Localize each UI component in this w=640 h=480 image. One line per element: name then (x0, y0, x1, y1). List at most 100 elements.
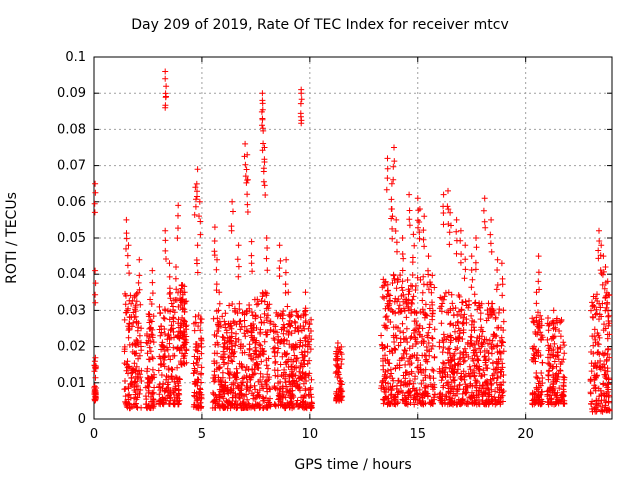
data-point (486, 400, 493, 407)
data-point (92, 393, 99, 399)
data-point (91, 387, 98, 394)
data-point (237, 318, 244, 325)
data-point (385, 380, 392, 387)
data-point (384, 287, 391, 294)
data-point (558, 316, 565, 323)
data-point (160, 314, 167, 321)
data-point (483, 379, 490, 386)
data-point (251, 382, 258, 389)
data-point (445, 379, 452, 386)
data-point (494, 349, 501, 356)
data-point (302, 385, 309, 392)
data-point (225, 398, 232, 405)
data-point (429, 316, 436, 323)
data-point (266, 374, 273, 381)
data-point (261, 338, 268, 345)
data-point (243, 372, 250, 379)
data-point (248, 329, 255, 336)
data-point (214, 315, 221, 322)
data-point (384, 155, 391, 162)
data-point (388, 206, 395, 212)
data-point (492, 388, 499, 395)
data-point (383, 385, 390, 392)
data-point (449, 401, 456, 408)
data-point (406, 216, 413, 223)
data-point (232, 335, 239, 342)
data-point (225, 320, 232, 327)
data-point (400, 255, 407, 262)
data-point (445, 309, 452, 316)
data-point (334, 355, 341, 362)
data-point (196, 394, 203, 401)
data-point (605, 399, 612, 406)
data-point (297, 314, 304, 321)
data-point (226, 334, 233, 341)
data-point (126, 320, 133, 327)
data-point (291, 318, 298, 325)
data-point (283, 383, 290, 390)
data-point (235, 263, 242, 270)
data-point (438, 377, 445, 384)
data-point (385, 316, 391, 323)
y-tick-label: 0 (78, 412, 86, 427)
data-point (190, 370, 197, 377)
data-point (217, 388, 224, 395)
data-point (406, 288, 413, 295)
data-point (241, 393, 248, 399)
data-point (220, 348, 227, 355)
y-tick-label: 0.01 (57, 376, 86, 391)
data-point (125, 327, 132, 334)
data-point (124, 252, 131, 259)
data-point (150, 389, 157, 396)
data-point (308, 316, 315, 323)
data-point (212, 392, 219, 399)
data-point (391, 346, 398, 353)
data-point (603, 356, 610, 363)
data-point (133, 337, 140, 343)
data-point (292, 324, 299, 331)
data-point (488, 248, 495, 255)
data-point (419, 289, 426, 296)
data-point (481, 371, 488, 378)
data-point (438, 320, 445, 327)
data-point (603, 289, 610, 296)
data-point (259, 125, 266, 132)
data-point (235, 273, 242, 280)
data-point (469, 276, 476, 283)
data-point (390, 163, 397, 170)
data-point (591, 363, 598, 369)
data-point (455, 338, 462, 345)
data-point (606, 406, 613, 413)
data-point (307, 384, 314, 391)
data-point (597, 252, 604, 259)
data-point (308, 394, 315, 401)
data-point (393, 239, 400, 246)
data-point (285, 289, 292, 296)
data-point (600, 253, 607, 260)
data-point (452, 328, 458, 335)
data-point (402, 361, 409, 368)
data-point (150, 339, 157, 346)
data-point (180, 321, 187, 328)
data-point (593, 306, 600, 313)
data-point (380, 276, 387, 283)
data-point (131, 360, 138, 367)
x-axis-label: GPS time / hours (294, 457, 412, 473)
data-point (500, 327, 507, 334)
data-point (589, 299, 595, 306)
data-point (596, 311, 603, 318)
grid-lines (94, 57, 612, 419)
data-point (559, 393, 566, 400)
data-point (533, 317, 540, 324)
data-point (211, 238, 218, 244)
data-point (415, 224, 421, 231)
data-point (167, 308, 174, 315)
data-point (230, 350, 237, 357)
data-point (162, 237, 169, 244)
data-point (450, 377, 457, 384)
data-point (211, 224, 218, 231)
data-point (601, 285, 608, 292)
data-point (467, 343, 473, 350)
data-point (163, 83, 170, 90)
data-point (456, 334, 463, 340)
